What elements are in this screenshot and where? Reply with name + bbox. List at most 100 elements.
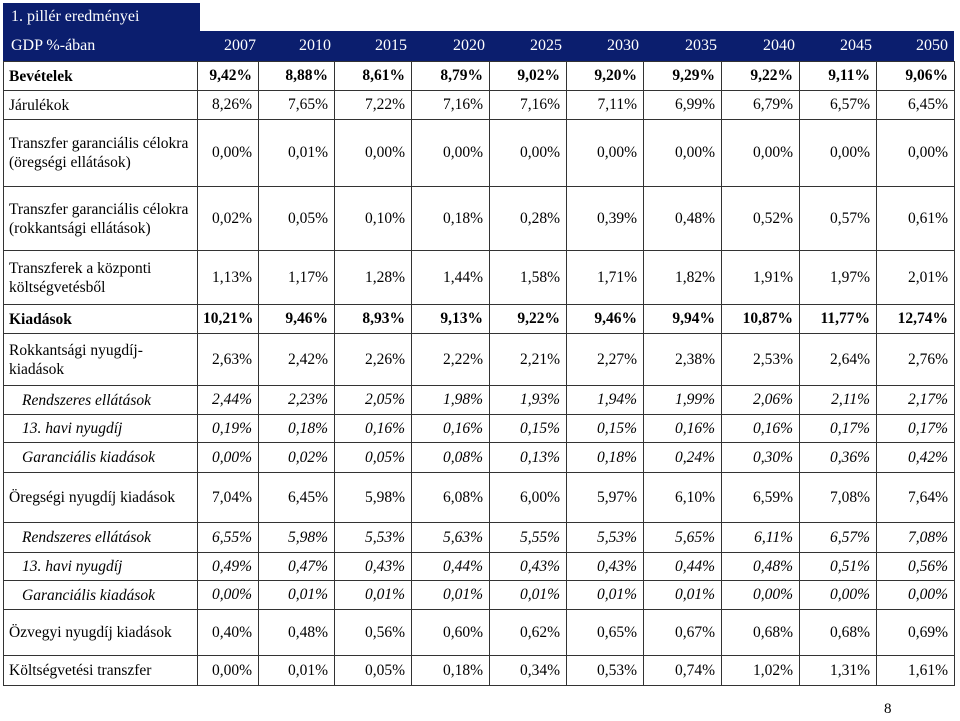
row-value: 8,88%	[258, 61, 335, 91]
table-row: Kiadások 10,21% 9,46% 8,93% 9,13% 9,22% 9,46% 9…	[3, 304, 955, 334]
row-value: 0,00%	[411, 119, 490, 187]
table-row: Rendszeres ellátások 6,55% 5,98% 5,53% 5,63%…	[3, 522, 955, 553]
row-value: 9,22%	[721, 61, 800, 91]
results-table: Bevételek 9,42% 8,88% 8,61% 8,79% 9,02% 9,20% 9…	[3, 61, 955, 686]
row-value: 8,61%	[334, 61, 412, 91]
row-value: 0,05%	[258, 186, 335, 251]
header-label: GDP %-ában	[11, 37, 96, 54]
row-value: 9,13%	[411, 304, 490, 334]
row-value: 6,45%	[876, 90, 955, 120]
row-value: 8,93%	[334, 304, 412, 334]
row-value: 0,18%	[258, 414, 335, 443]
row-label: Kiadások	[3, 304, 198, 334]
row-value: 7,08%	[799, 472, 877, 523]
row-value: 0,01%	[489, 580, 567, 610]
row-value: 7,65%	[258, 90, 335, 120]
row-value: 7,04%	[197, 472, 259, 523]
row-value: 0,60%	[411, 609, 490, 656]
row-value: 0,39%	[566, 186, 644, 251]
row-value: 0,67%	[643, 609, 722, 656]
row-value: 0,01%	[643, 580, 722, 610]
row-value: 5,63%	[411, 522, 490, 553]
row-value: 2,01%	[876, 250, 955, 305]
row-value: 0,65%	[566, 609, 644, 656]
row-value: 0,16%	[411, 414, 490, 443]
row-value: 9,22%	[489, 304, 567, 334]
row-value: 6,45%	[258, 472, 335, 523]
row-value: 6,99%	[643, 90, 722, 120]
header-year: 2010	[299, 37, 331, 54]
row-value: 7,22%	[334, 90, 412, 120]
row-value: 0,15%	[566, 414, 644, 443]
row-value: 6,08%	[411, 472, 490, 523]
table-row: Garanciális kiadások 0,00% 0,02% 0,05% 0,08%…	[3, 442, 955, 473]
header-year: 2050	[916, 37, 948, 54]
row-value: 1,98%	[411, 385, 490, 415]
row-value: 0,68%	[799, 609, 877, 656]
row-value: 9,94%	[643, 304, 722, 334]
row-value: 5,65%	[643, 522, 722, 553]
row-value: 1,13%	[197, 250, 259, 305]
row-value: 1,44%	[411, 250, 490, 305]
row-value: 10,87%	[721, 304, 800, 334]
table-row: Transzfer garanciális célokra (rokkantsá…	[3, 186, 955, 251]
row-label: Garanciális kiadások	[3, 580, 198, 610]
table-title: 1. pillér eredményei	[3, 3, 200, 31]
row-value: 0,51%	[799, 552, 877, 581]
row-value: 2,05%	[334, 385, 412, 415]
row-label: Járulékok	[3, 90, 198, 120]
row-value: 0,43%	[334, 552, 412, 581]
row-value: 5,97%	[566, 472, 644, 523]
row-value: 0,00%	[643, 119, 722, 187]
row-value: 2,38%	[643, 333, 722, 386]
header-year: 2040	[763, 37, 795, 54]
row-value: 0,44%	[643, 552, 722, 581]
row-label: Transzferek a központi költségvetésből	[3, 250, 198, 305]
row-value: 7,16%	[411, 90, 490, 120]
row-value: 0,53%	[566, 655, 644, 686]
row-value: 6,10%	[643, 472, 722, 523]
row-label: Rokkantsági nyugdíj-kiadások	[3, 333, 198, 386]
row-value: 0,17%	[799, 414, 877, 443]
row-value: 1,71%	[566, 250, 644, 305]
row-value: 9,46%	[566, 304, 644, 334]
row-value: 6,00%	[489, 472, 567, 523]
row-value: 0,02%	[197, 186, 259, 251]
row-value: 2,76%	[876, 333, 955, 386]
row-value: 0,00%	[566, 119, 644, 187]
row-value: 1,91%	[721, 250, 800, 305]
row-value: 0,08%	[411, 442, 490, 473]
row-label: Öregségi nyugdíj kiadások	[3, 472, 198, 523]
row-value: 1,58%	[489, 250, 567, 305]
page-number: 8	[884, 701, 892, 717]
row-value: 0,24%	[643, 442, 722, 473]
row-value: 0,05%	[334, 655, 412, 686]
row-value: 1,94%	[566, 385, 644, 415]
table-row: 13. havi nyugdíj 0,19% 0,18% 0,16% 0,16% 0,15…	[3, 414, 955, 443]
row-value: 7,08%	[876, 522, 955, 553]
row-value: 0,74%	[643, 655, 722, 686]
row-value: 0,00%	[197, 442, 259, 473]
row-value: 5,55%	[489, 522, 567, 553]
row-value: 2,23%	[258, 385, 335, 415]
row-value: 2,21%	[489, 333, 567, 386]
row-value: 0,13%	[489, 442, 567, 473]
row-value: 2,06%	[721, 385, 800, 415]
row-value: 5,98%	[258, 522, 335, 553]
header-year: 2035	[685, 37, 717, 54]
row-value: 9,02%	[489, 61, 567, 91]
row-value: 5,98%	[334, 472, 412, 523]
header-year: 2007	[224, 37, 256, 54]
row-label: 13. havi nyugdíj	[3, 414, 198, 443]
row-value: 5,53%	[334, 522, 412, 553]
row-value: 1,82%	[643, 250, 722, 305]
row-value: 0,43%	[566, 552, 644, 581]
row-value: 2,53%	[721, 333, 800, 386]
row-value: 2,17%	[876, 385, 955, 415]
row-value: 9,06%	[876, 61, 955, 91]
row-value: 0,30%	[721, 442, 800, 473]
row-value: 0,00%	[197, 580, 259, 610]
row-value: 6,11%	[721, 522, 800, 553]
row-value: 8,26%	[197, 90, 259, 120]
row-value: 0,16%	[721, 414, 800, 443]
